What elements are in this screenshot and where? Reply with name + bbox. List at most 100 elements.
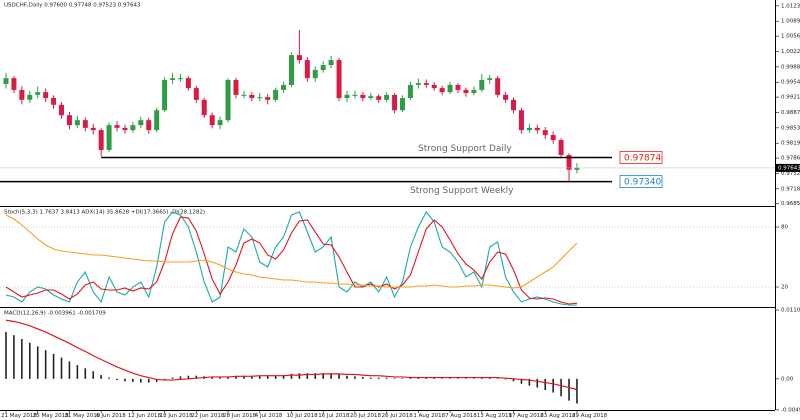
candle-body — [400, 98, 405, 111]
macd-bar — [473, 378, 475, 379]
macd-bar — [171, 377, 174, 379]
candle-body — [74, 120, 80, 126]
candle-body — [193, 88, 199, 100]
macd-bar — [504, 378, 507, 380]
macd-bar — [76, 365, 79, 379]
macd-bar — [68, 361, 71, 379]
x-tick-label: 13 Aug 2018 — [477, 413, 513, 419]
candle-body — [479, 79, 485, 90]
macd-bar — [481, 377, 483, 379]
candle-body — [241, 94, 247, 96]
macd-bar — [290, 373, 293, 379]
macd-bar — [100, 375, 102, 379]
macd-bar — [314, 373, 317, 379]
candle-body — [312, 70, 318, 79]
y-tick-label: 0.00 — [781, 376, 794, 382]
candle-body — [122, 127, 128, 131]
x-tick-label: 28 Jun 2018 — [223, 413, 257, 419]
macd-bar — [568, 378, 570, 401]
level-label: 0.97340 — [624, 178, 661, 188]
candle-body — [11, 78, 17, 90]
chart-title: USDCHF,Daily 0.97600 0.97748 0.97523 0.9… — [4, 3, 141, 9]
candle-body — [273, 89, 279, 100]
candle-body — [511, 99, 517, 111]
candle-body — [447, 84, 453, 93]
macd-bar — [441, 378, 443, 379]
candle-body — [43, 92, 49, 99]
candle-body — [217, 120, 223, 126]
macd-bar — [155, 378, 158, 382]
signal-line — [5, 319, 578, 391]
x-tick-label: 18 Jun 2018 — [160, 413, 194, 419]
candle-body — [249, 94, 255, 99]
candle-body — [170, 78, 176, 80]
candle-body — [534, 127, 540, 131]
macd-bar — [409, 377, 412, 379]
macd-bar — [266, 375, 269, 379]
macd-bar — [393, 378, 396, 379]
macd-bar — [306, 373, 309, 379]
candle-body — [225, 79, 231, 121]
candle-body — [27, 94, 33, 100]
macd-bar — [211, 376, 213, 379]
macd-bar — [132, 378, 134, 382]
macd-bar — [544, 378, 547, 391]
macd-bar — [369, 377, 372, 379]
level-box — [619, 175, 663, 189]
macd-bar — [377, 377, 380, 379]
candle-body — [35, 92, 41, 95]
candle-body — [90, 127, 96, 131]
macd-bar — [520, 378, 523, 384]
candle-body — [368, 96, 374, 99]
last-price-label: 0.97643 — [778, 166, 800, 172]
macd-bar — [274, 375, 277, 379]
macd-bar — [219, 377, 221, 379]
candle-body — [376, 96, 382, 100]
macd-bar — [433, 377, 436, 379]
macd-bar — [44, 350, 47, 379]
x-tick-label: 7 Aug 2018 — [445, 413, 477, 419]
macd-bar — [140, 378, 142, 383]
macd-bar — [496, 378, 499, 379]
candle-body — [392, 94, 398, 111]
level-label: 0.97874 — [624, 153, 661, 163]
y-tick-label: -0.004977 — [781, 407, 800, 413]
candle-body — [487, 78, 493, 80]
indicator-line — [5, 210, 577, 306]
stoch-title: Stoch(5,3,3) 1.7637 3.8413 ADX(14) 35.86… — [4, 210, 205, 216]
candle-body — [407, 84, 413, 99]
indicator-line — [5, 216, 578, 305]
x-tick-label: 4 Jul 2018 — [255, 413, 283, 419]
candle-body — [177, 78, 183, 80]
x-tick-label: 17 Aug 2018 — [509, 413, 545, 419]
macd-bar — [512, 378, 515, 382]
candle-body — [431, 84, 437, 89]
candle-body — [566, 154, 572, 170]
candle-body — [106, 125, 112, 150]
candle-body — [281, 84, 287, 90]
candle-body — [209, 115, 215, 126]
candle-body — [328, 60, 334, 66]
candle-body — [304, 60, 310, 79]
macd-bar — [330, 373, 332, 379]
candle-body — [98, 130, 104, 150]
candle-body — [162, 79, 168, 111]
macd-bar — [401, 378, 404, 379]
macd-bar — [298, 373, 301, 379]
macd-bar — [5, 332, 7, 379]
macd-bar — [84, 368, 87, 379]
level-box — [619, 151, 663, 164]
macd-bar — [385, 377, 388, 379]
macd-bar — [227, 376, 229, 379]
candle-body — [154, 110, 160, 131]
candle-body — [59, 104, 65, 116]
candle-body — [352, 94, 358, 96]
candle-body — [3, 78, 9, 85]
x-tick-label: 1 Aug 2018 — [413, 413, 445, 419]
candle-body — [550, 135, 556, 141]
